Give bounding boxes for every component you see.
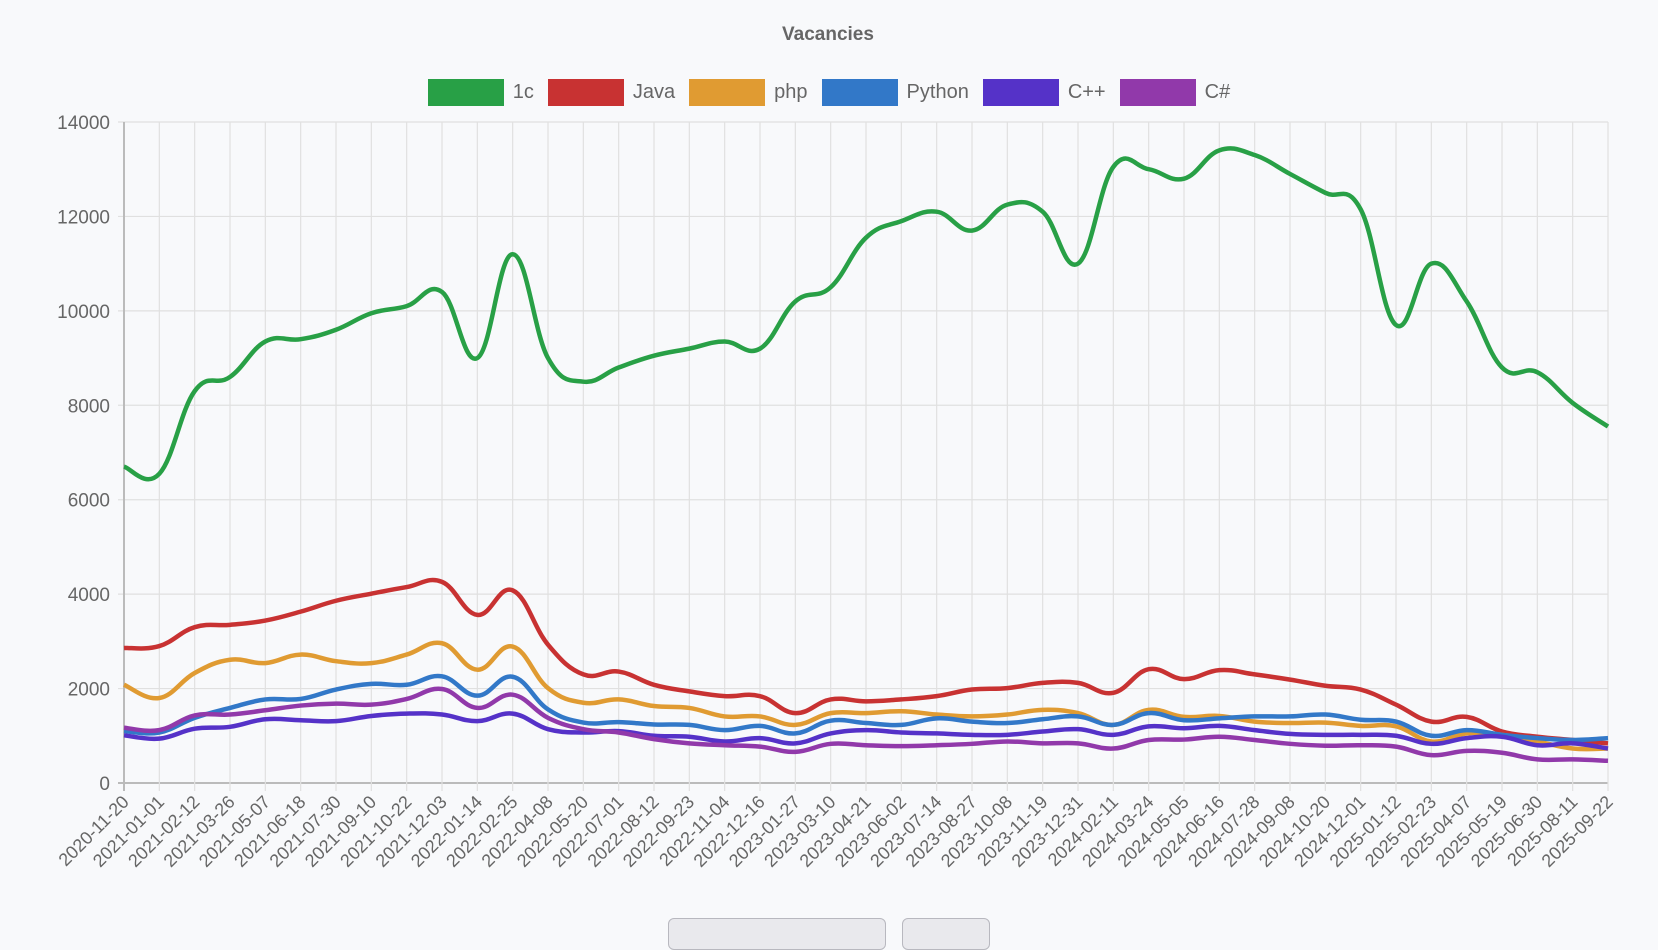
legend-item[interactable]: 1c (427, 79, 534, 106)
legend-item[interactable]: C# (1119, 79, 1231, 106)
legend-label: C++ (1067, 81, 1106, 103)
legend-label: 1c (512, 81, 534, 103)
legend-item[interactable]: Java (547, 79, 676, 106)
legend-item[interactable]: Python (821, 79, 969, 106)
legend-label: C# (1204, 81, 1231, 103)
series-line-c- (123, 686, 1609, 764)
y-tick-label: 10000 (57, 302, 110, 323)
legend-label: Java (632, 81, 676, 103)
series-line-php (123, 640, 1609, 752)
y-tick-label: 0 (99, 774, 110, 795)
y-tick-label: 6000 (68, 491, 110, 512)
x-axis: 2020-11-202021-01-012021-02-122021-03-26… (55, 792, 1617, 871)
y-tick-label: 14000 (57, 113, 110, 134)
legend-swatch (689, 79, 766, 106)
series-line-c- (123, 711, 1609, 751)
legend-swatch (547, 79, 624, 106)
legend-item[interactable]: C++ (982, 79, 1106, 106)
legend-swatch (1119, 79, 1196, 106)
vacancies-line-chart: Vacancies 0 2000 4000 6000 8000 10000 12000 140… (55, 24, 1617, 871)
series-lines (123, 146, 1610, 764)
y-axis: 0 2000 4000 6000 8000 10000 12000 14000 (57, 113, 110, 795)
y-tick-label: 8000 (68, 396, 110, 417)
control-button-1[interactable] (668, 918, 886, 950)
legend-label: php (774, 81, 808, 103)
legend-label: Python (906, 81, 969, 103)
legend-swatch (982, 79, 1059, 106)
series-line-1c (123, 146, 1610, 482)
series-line-java (123, 577, 1609, 746)
legend-item[interactable]: php (689, 79, 808, 106)
series-line-python (123, 673, 1609, 743)
control-button-2[interactable] (902, 918, 990, 950)
y-tick-label: 2000 (68, 680, 110, 701)
grid (118, 121, 1609, 791)
legend-swatch (821, 79, 898, 106)
chart-title: Vacancies (782, 24, 874, 45)
legend: 1c Java php Python C++ C# (0, 79, 1658, 106)
y-tick-label: 4000 (68, 585, 110, 606)
y-tick-label: 12000 (57, 207, 110, 228)
legend-swatch (427, 79, 504, 106)
